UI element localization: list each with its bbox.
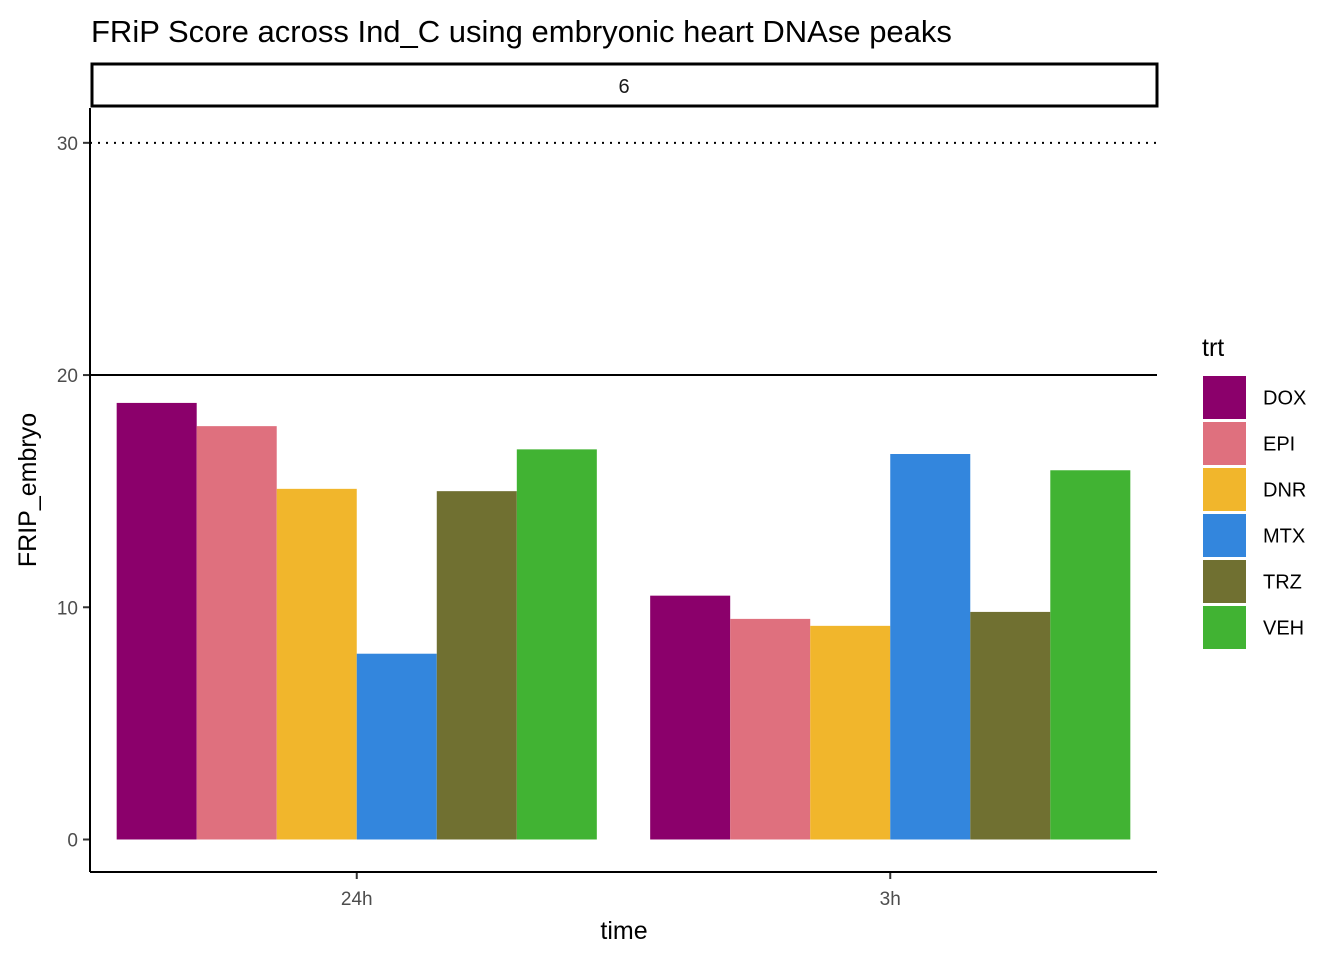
legend-key-trz xyxy=(1203,560,1246,603)
legend-label-epi: EPI xyxy=(1263,434,1295,456)
bar-epi-24h xyxy=(196,426,277,840)
legend-label-dox: DOX xyxy=(1263,388,1306,410)
legend-key-epi xyxy=(1203,422,1246,465)
bar-veh-3h xyxy=(1050,470,1131,840)
legend-label-trz: TRZ xyxy=(1263,572,1302,594)
x-axis-title: time xyxy=(600,917,647,945)
legend-key-mtx xyxy=(1203,514,1246,557)
legend-label-veh: VEH xyxy=(1263,618,1304,640)
plot-area: 24h 3h 0 10 20 30 xyxy=(57,108,1157,910)
y-tick-label: 0 xyxy=(67,830,78,851)
bar-dnr-24h xyxy=(276,488,357,840)
bar-dox-3h xyxy=(650,595,731,840)
bar-mtx-3h xyxy=(890,454,971,840)
y-tick-label: 10 xyxy=(57,598,78,619)
legend-key-dnr xyxy=(1203,468,1246,511)
y-tick-label: 30 xyxy=(57,134,78,155)
bar-trz-24h xyxy=(436,491,517,840)
bar-trz-3h xyxy=(970,611,1051,840)
bar-epi-3h xyxy=(730,618,811,840)
y-axis-title: FRIP_embryo xyxy=(14,413,42,567)
x-tick-label: 24h xyxy=(341,889,373,910)
y-tick-label: 20 xyxy=(57,366,78,387)
x-tick-label: 3h xyxy=(880,889,901,910)
chart-title: FRiP Score across Ind_C using embryonic … xyxy=(91,14,952,49)
legend-label-dnr: DNR xyxy=(1263,480,1306,502)
bar-dox-24h xyxy=(116,402,197,840)
bar-dnr-3h xyxy=(810,625,891,840)
bar-veh-24h xyxy=(516,449,597,840)
legend-title: trt xyxy=(1202,334,1224,362)
facet-strip-label: 6 xyxy=(618,76,629,98)
facet-strip xyxy=(90,62,1159,108)
legend-key-veh xyxy=(1203,606,1246,649)
legend-label-mtx: MTX xyxy=(1263,526,1305,548)
bar-mtx-24h xyxy=(356,653,437,840)
legend-key-dox xyxy=(1203,376,1246,419)
legend: trt DOX EPI DNR MTX TRZ VEH xyxy=(1202,334,1306,649)
